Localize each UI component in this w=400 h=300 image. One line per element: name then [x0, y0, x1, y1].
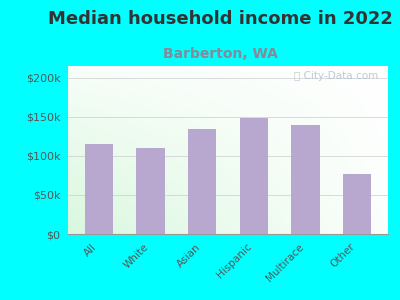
Text: Barberton, WA: Barberton, WA [162, 46, 278, 61]
Bar [136, 148, 165, 234]
Bar [188, 128, 216, 234]
Text: 🔍 City-Data.com: 🔍 City-Data.com [294, 71, 378, 81]
Bar [343, 174, 371, 234]
Bar [291, 124, 320, 234]
Bar [240, 118, 268, 234]
Bar [85, 144, 113, 234]
Text: Median household income in 2022: Median household income in 2022 [48, 11, 392, 28]
